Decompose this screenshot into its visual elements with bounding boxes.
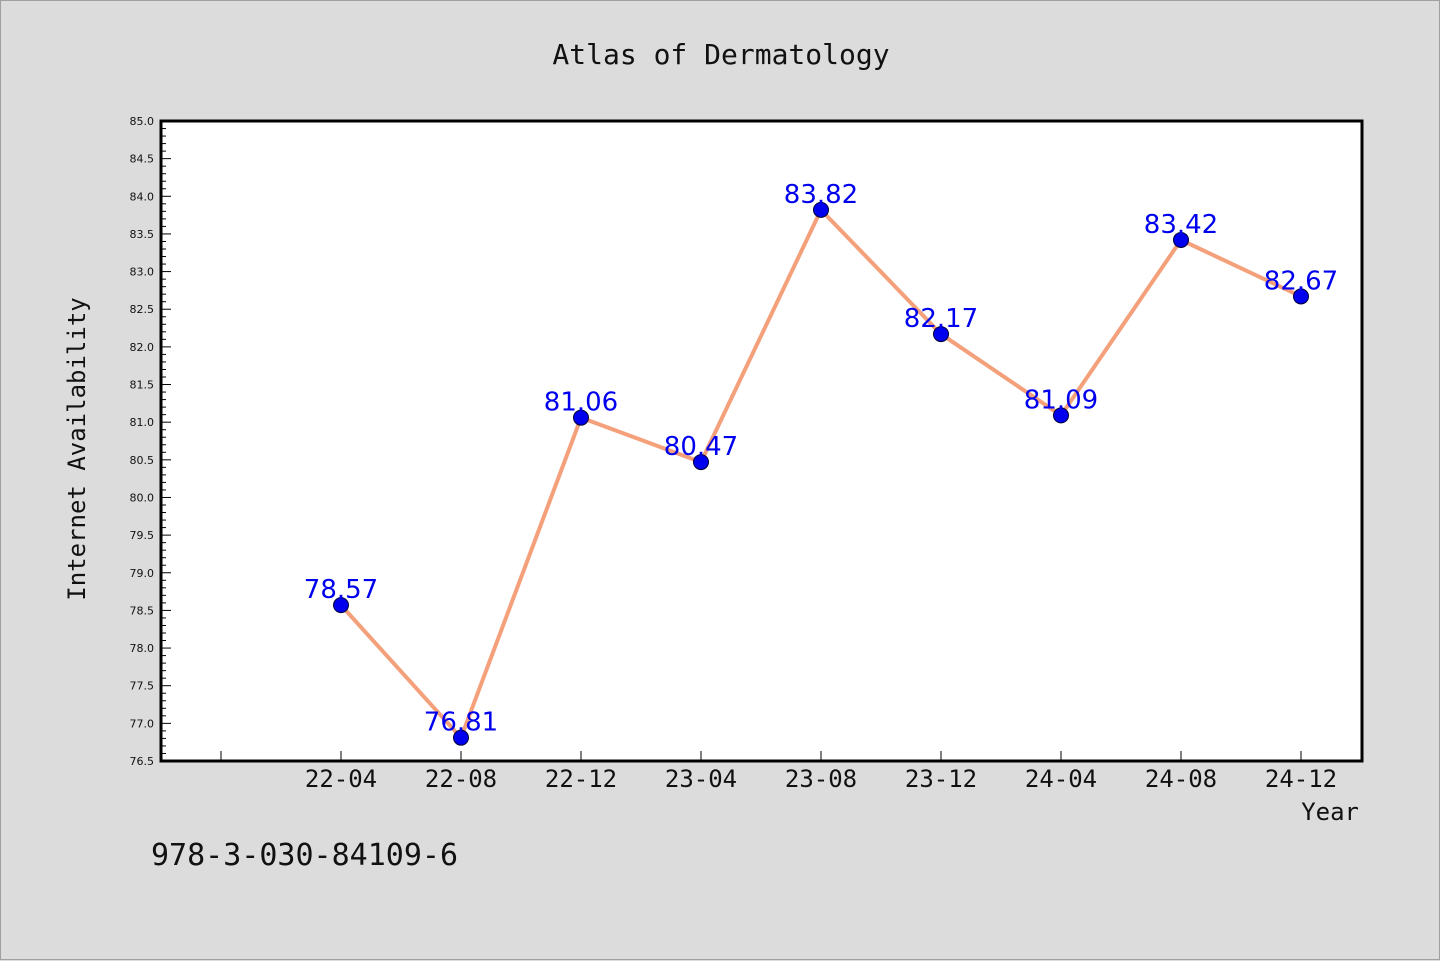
y-tick-label: 79.5 <box>130 529 155 542</box>
data-label: 81.06 <box>544 388 618 418</box>
data-label: 83.82 <box>784 180 858 210</box>
y-axis: 76.5 77.0 77.5 78.0 78.5 79.0 79.5 80.0 80.5 81.0… <box>130 115 171 768</box>
plot-area <box>159 119 1364 763</box>
y-tick-label: 79.0 <box>130 567 155 580</box>
data-point <box>933 326 949 343</box>
y-tick-label: 82.5 <box>130 303 155 316</box>
data-label: 76.81 <box>424 708 498 738</box>
y-tick-label: 85.0 <box>130 115 155 128</box>
y-tick-label: 78.5 <box>130 604 155 617</box>
y-tick-label: 76.5 <box>130 755 155 768</box>
x-tick-label: 24-12 <box>1265 765 1337 793</box>
data-point <box>1173 231 1189 248</box>
data-point <box>693 454 709 471</box>
data-label: 81.09 <box>1024 385 1098 415</box>
x-tick-label: 24-08 <box>1145 765 1217 793</box>
y-tick-label: 80.5 <box>130 454 155 467</box>
chart-title: Atlas of Dermatology <box>552 38 889 71</box>
data-label: 83.42 <box>1144 210 1218 240</box>
x-tick-label: 24-04 <box>1025 765 1097 793</box>
y-tick-label: 81.0 <box>130 416 155 429</box>
y-axis-label: Internet Availability <box>63 297 91 600</box>
x-axis: 22-04 22-08 22-12 23-04 23-08 23-12 24-04 24-08… <box>220 751 1337 793</box>
y-tick-label: 83.5 <box>130 228 155 241</box>
y-tick-label: 78.0 <box>130 642 155 655</box>
data-label: 80.47 <box>664 432 738 462</box>
x-axis-label: Year <box>1301 798 1359 826</box>
data-label: 78.57 <box>304 575 378 605</box>
data-point <box>813 201 829 218</box>
data-label: 82.17 <box>904 304 978 334</box>
y-tick-label: 82.0 <box>130 341 155 354</box>
x-tick-label: 22-08 <box>425 765 497 793</box>
data-point <box>333 597 349 614</box>
y-tick-label: 77.5 <box>130 680 155 693</box>
data-point <box>453 729 469 746</box>
x-tick-label: 22-12 <box>545 765 617 793</box>
y-tick-label: 80.0 <box>130 491 155 504</box>
x-tick-label: 23-04 <box>665 765 737 793</box>
y-tick-label: 81.5 <box>130 379 155 392</box>
series-layer: 78.57 76.81 81.06 80.47 83.82 82.17 81.09 83.42… <box>304 180 1338 746</box>
y-tick-label: 83.0 <box>130 266 155 279</box>
x-tick-label: 23-08 <box>785 765 857 793</box>
data-point <box>1053 407 1069 424</box>
data-label: 82.67 <box>1264 266 1338 296</box>
data-point <box>1293 288 1309 305</box>
x-tick-label: 23-12 <box>905 765 977 793</box>
data-point <box>573 409 589 426</box>
footer-code: 978-3-030-84109-6 <box>151 838 458 873</box>
y-tick-label: 84.0 <box>130 190 155 203</box>
x-tick-label: 22-04 <box>305 765 377 793</box>
y-tick-label: 84.5 <box>130 153 155 166</box>
y-tick-label: 77.0 <box>130 717 155 730</box>
